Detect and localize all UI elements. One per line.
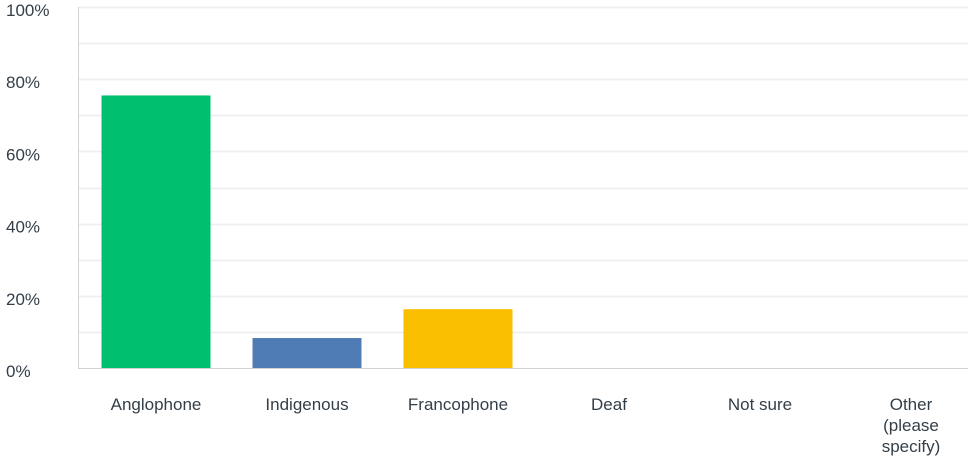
bar-francophone xyxy=(403,309,513,368)
x-category-label: Indigenous xyxy=(265,395,348,414)
x-category-label: Not sure xyxy=(728,395,792,414)
x-category-label-line: Other xyxy=(890,395,933,414)
y-tick-label: 0% xyxy=(6,362,31,381)
x-category-label-line: specify) xyxy=(882,437,941,456)
y-tick-label: 20% xyxy=(6,290,40,309)
x-category-label-line: Anglophone xyxy=(111,395,202,414)
x-category-label-line: (please xyxy=(883,416,939,435)
y-tick-label: 40% xyxy=(6,218,40,237)
bar-anglophone xyxy=(101,95,211,368)
x-category-label-line: Deaf xyxy=(591,395,627,414)
x-category-label-line: Francophone xyxy=(408,395,508,414)
x-axis-category-labels: Anglophone Indigenous Francophone Deaf Not s… xyxy=(111,395,941,456)
y-tick-label: 60% xyxy=(6,145,40,164)
x-category-label: Deaf xyxy=(591,395,627,414)
x-category-label: Anglophone xyxy=(111,395,202,414)
gridlines xyxy=(78,6,968,334)
x-category-label: Francophone xyxy=(408,395,508,414)
bar-indigenous xyxy=(252,338,362,368)
y-tick-label: 80% xyxy=(6,73,40,92)
axes xyxy=(78,7,968,369)
bars xyxy=(101,95,513,368)
x-category-label: Other (please specify) xyxy=(882,395,941,456)
x-category-label-line: Not sure xyxy=(728,395,792,414)
y-axis-tick-labels: 0% 20% 40% 60% 80% 100% xyxy=(6,1,49,381)
y-tick-label: 100% xyxy=(6,1,49,20)
x-category-label-line: Indigenous xyxy=(265,395,348,414)
